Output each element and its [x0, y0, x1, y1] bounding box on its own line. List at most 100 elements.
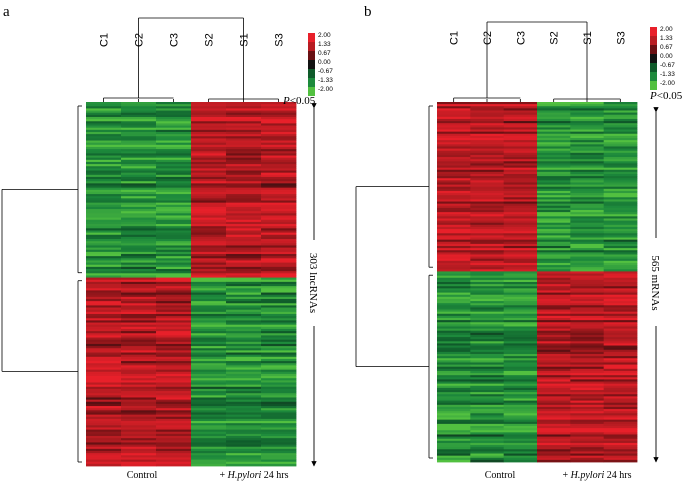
heatmap-cell [437, 269, 471, 272]
heatmap-cell [437, 222, 471, 226]
heatmap-cell [537, 311, 571, 315]
heatmap-cell [470, 326, 505, 329]
heatmap-cell [603, 449, 638, 452]
heatmap-cell [437, 260, 471, 264]
heatmap-cell [191, 112, 227, 116]
heatmap-cell [156, 153, 192, 156]
heatmap-cell [226, 376, 262, 379]
heatmap-cell [470, 178, 505, 181]
heatmap-cell [570, 326, 605, 329]
heatmap-cell [603, 157, 638, 160]
heatmap-cell [537, 142, 571, 145]
heatmap-cell [603, 195, 638, 198]
heatmap-cell [437, 108, 471, 111]
heatmap-cell [191, 373, 227, 377]
heatmap-cell [470, 309, 505, 313]
heatmap-cell [603, 235, 638, 238]
heatmap-cell [86, 277, 122, 281]
heatmap-cell [121, 384, 157, 388]
heatmap-cell [261, 339, 297, 343]
heatmap-cell [86, 324, 122, 328]
heatmap-cell [437, 436, 471, 440]
heatmap-cell [261, 138, 297, 141]
heatmap-cell [537, 440, 571, 444]
heatmap-cell [470, 396, 505, 399]
heatmap-cell [503, 197, 538, 200]
heatmap-cell [470, 390, 505, 393]
heatmap-cell [603, 218, 638, 221]
heatmap-cell [470, 161, 505, 164]
heatmap-cell [603, 224, 638, 228]
heatmap-cell [470, 406, 505, 410]
heatmap-cell [437, 218, 471, 221]
heatmap-cell [226, 172, 262, 176]
heatmap-cell [191, 358, 227, 362]
heatmap-cell [156, 313, 192, 317]
heatmap-cell [86, 168, 122, 171]
heatmap-cell [537, 258, 571, 262]
heatmap-cell [261, 185, 297, 189]
heatmap-cell [86, 191, 122, 195]
heatmap-cell [537, 320, 571, 323]
heatmap-cell [470, 121, 505, 124]
heatmap-cell [503, 290, 538, 293]
heatmap-cell [261, 416, 297, 420]
legend-swatch [650, 27, 657, 36]
heatmap-cell [226, 318, 262, 321]
heatmap-cell [437, 138, 471, 141]
heatmap-cell [121, 376, 157, 379]
heatmap-cell [603, 421, 638, 425]
heatmap-cell [226, 153, 262, 156]
heatmap-cell [156, 412, 192, 416]
heatmap-cell [437, 349, 471, 353]
heatmap-cell [603, 377, 638, 380]
heatmap-cell [437, 144, 471, 147]
heatmap-cell [503, 267, 538, 270]
heatmap-cell [537, 377, 571, 380]
heatmap-cell [503, 256, 538, 260]
heatmap-cell [226, 168, 262, 171]
heatmap-cell [537, 205, 571, 209]
heatmap-cell [537, 349, 571, 353]
heatmap-cell [261, 376, 297, 379]
heatmap-cell [503, 457, 538, 461]
legend-swatch [650, 45, 657, 54]
heatmap-cell [191, 410, 227, 413]
legend-tick-label: -1.33 [660, 71, 675, 78]
heatmap-cell [226, 247, 262, 251]
heatmap-cell [437, 262, 471, 266]
heatmap-cell [121, 423, 157, 426]
heatmap-cell [86, 369, 122, 373]
heatmap-cell [156, 161, 192, 165]
heatmap-cell [570, 193, 605, 196]
heatmap-cell [537, 383, 571, 387]
heatmap-cell [86, 427, 122, 430]
heatmap-cell [603, 125, 638, 128]
heatmap-cell [470, 176, 505, 179]
heatmap-cell [570, 419, 605, 423]
heatmap-cell [156, 421, 192, 424]
heatmap-cell [226, 416, 262, 420]
heatmap-cell [156, 373, 192, 377]
heatmap-cell [226, 333, 262, 336]
heatmap-cell [226, 108, 262, 111]
heatmap-cell [470, 222, 505, 226]
heatmap-cell [86, 371, 122, 375]
heatmap-cell [121, 440, 157, 443]
heatmap-cell [537, 303, 571, 306]
heatmap-cell [156, 451, 192, 454]
heatmap-cell [156, 429, 192, 433]
heatmap-cell [121, 236, 157, 240]
heatmap-cell [86, 350, 122, 353]
heatmap-cell [503, 339, 538, 342]
heatmap-cell [121, 292, 157, 296]
heatmap-cell [86, 159, 122, 163]
heatmap-cell [261, 236, 297, 240]
heatmap-cell [470, 267, 505, 270]
heatmap-cell [537, 341, 571, 344]
heatmap-cell [470, 146, 505, 149]
heatmap-cell [537, 411, 571, 414]
heatmap-cell [470, 216, 505, 219]
heatmap-cell [537, 195, 571, 198]
heatmap-cell [156, 446, 192, 450]
